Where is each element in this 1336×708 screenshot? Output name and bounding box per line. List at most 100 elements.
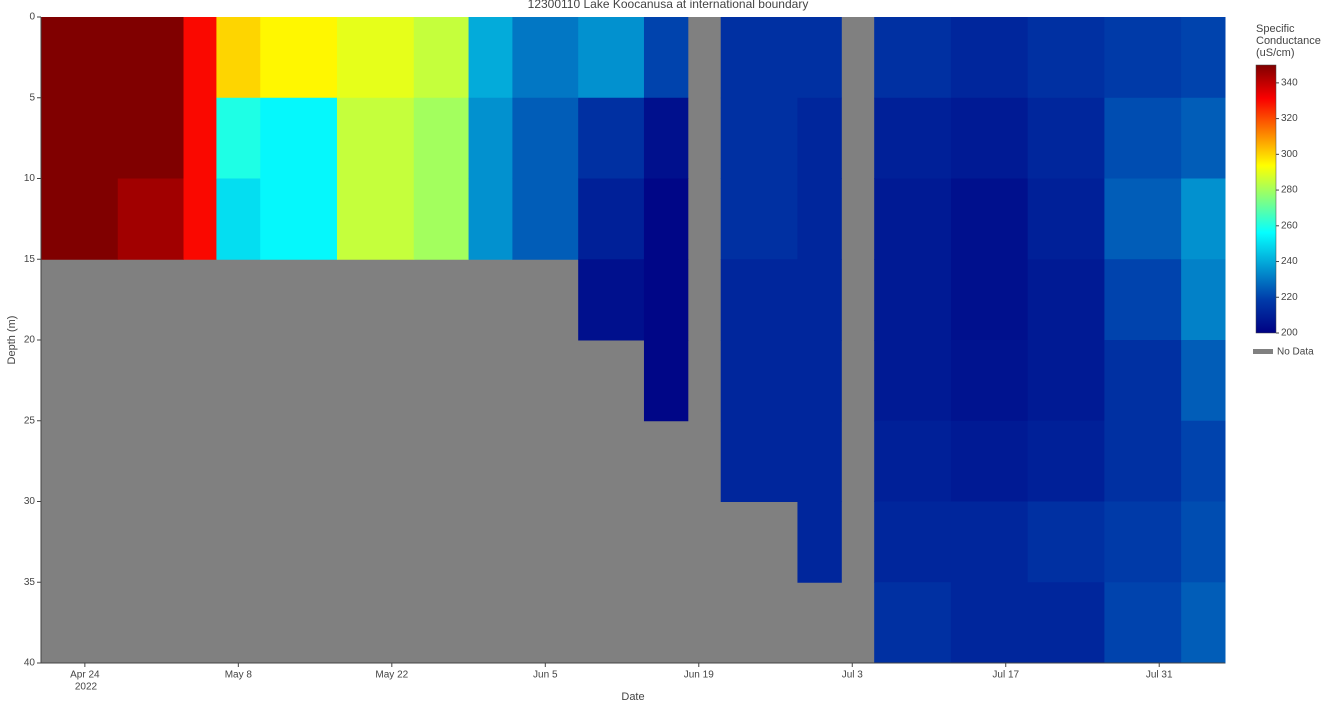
heatmap-cell [1181, 17, 1226, 99]
heatmap-cell [1181, 340, 1226, 422]
colorbar-tick-label: 320 [1281, 113, 1298, 124]
colorbar-tick-label: 220 [1281, 292, 1298, 303]
heatmap-cell [183, 178, 217, 260]
y-tick-label: 40 [24, 658, 36, 669]
y-tick-label: 5 [29, 92, 35, 103]
heatmap-cell [1104, 582, 1182, 664]
heatmap-cell [578, 178, 645, 260]
colorbar-tick-label: 340 [1281, 78, 1298, 89]
heatmap-cell [1181, 259, 1226, 341]
heatmap-cell [260, 17, 338, 99]
y-tick-label: 30 [24, 496, 36, 507]
colorbar-title: Specific Conductance (uS/cm) [1256, 23, 1321, 59]
heatmap-cell [337, 97, 415, 179]
heatmap-cell [1104, 17, 1182, 99]
y-tick-label: 20 [24, 335, 36, 346]
heatmap-cell [468, 17, 513, 99]
colorbar [1255, 64, 1277, 334]
colorbar-tick-label: 200 [1281, 328, 1298, 339]
heatmap-cell [874, 178, 952, 260]
heatmap-cell [874, 259, 952, 341]
y-tick-label: 10 [24, 173, 36, 184]
heatmap-cell [1027, 97, 1105, 179]
heatmap-cell [1181, 582, 1226, 664]
heatmap-cell [874, 420, 952, 502]
heatmap-cell [1104, 178, 1182, 260]
heatmap-cell [578, 97, 645, 179]
heatmap-cell [1104, 340, 1182, 422]
y-tick-label: 35 [24, 577, 36, 588]
colorbar-tick-label: 280 [1281, 185, 1298, 196]
heatmap-cell [720, 17, 798, 99]
heatmap-cell [874, 501, 952, 583]
colorbar-tick-label: 240 [1281, 256, 1298, 267]
heatmap-cell [1181, 420, 1226, 502]
heatmap-cell [1027, 178, 1105, 260]
heatmap-cell [1104, 259, 1182, 341]
heatmap-cell [643, 259, 689, 341]
heatmap-cell [720, 420, 798, 502]
x-tick-label: Jun 5 [533, 670, 558, 681]
x-axis-title: Date [621, 691, 644, 703]
x-tick-label: Apr 24 [70, 670, 100, 681]
heatmap-cell [797, 178, 842, 260]
y-tick-label: 0 [29, 12, 35, 23]
legend-swatch [1253, 349, 1273, 354]
heatmap-cell [1181, 501, 1226, 583]
heatmap-cell [950, 178, 1029, 260]
heatmap-cell [512, 97, 579, 179]
heatmap-cell [1027, 259, 1105, 341]
heatmap-cell [117, 178, 185, 260]
heatmap-cell [512, 178, 579, 260]
heatmap-cell [1027, 340, 1105, 422]
heatmap-cell [1104, 501, 1182, 583]
heatmap-cell [1104, 420, 1182, 502]
heatmap-cell [216, 178, 261, 260]
heatmap-cell [797, 97, 842, 179]
heatmap-cell [874, 582, 952, 664]
legend-label: No Data [1277, 347, 1314, 358]
heatmap-cell [117, 97, 185, 179]
heatmap-cell [950, 582, 1029, 664]
heatmap-cell [1027, 501, 1105, 583]
heatmap-cell [1027, 582, 1105, 664]
heatmap-cell [720, 340, 798, 422]
heatmap-cell [797, 259, 842, 341]
x-tick-label: May 8 [225, 670, 253, 681]
y-tick-label: 15 [24, 254, 36, 265]
heatmap-cell [413, 178, 470, 260]
x-tick-label: Jul 31 [1146, 670, 1173, 681]
y-tick-label: 25 [24, 415, 36, 426]
heatmap-cell [643, 17, 689, 99]
heatmap-cell [183, 97, 217, 179]
x-tick-label: May 22 [375, 670, 408, 681]
heatmap-cell [117, 17, 185, 99]
heatmap-cell [643, 97, 689, 179]
heatmap-cell [413, 17, 470, 99]
heatmap-cell [797, 420, 842, 502]
heatmap-cell [874, 340, 952, 422]
heatmap-cell [413, 97, 470, 179]
heatmap-cell [950, 259, 1029, 341]
heatmap-cell [468, 178, 513, 260]
heatmap-cell [874, 97, 952, 179]
heatmap-cell [41, 97, 119, 179]
heatmap-cell [578, 259, 645, 341]
heatmap-cell [337, 17, 415, 99]
colorbar-tick-label: 260 [1281, 220, 1298, 231]
x-tick-label: Jul 17 [992, 670, 1019, 681]
heatmap-cell [578, 17, 645, 99]
heatmap-cell [216, 17, 261, 99]
heatmap-cell [643, 178, 689, 260]
heatmap-cell [1027, 420, 1105, 502]
heatmap-cell [1181, 97, 1226, 179]
heatmap-cell [260, 97, 338, 179]
heatmap-cell [260, 178, 338, 260]
heatmap-cell [720, 178, 798, 260]
heatmap-cell [41, 17, 119, 99]
heatmap-cell [797, 17, 842, 99]
x-tick-label: Jun 19 [684, 670, 714, 681]
heatmap-cell [950, 17, 1029, 99]
